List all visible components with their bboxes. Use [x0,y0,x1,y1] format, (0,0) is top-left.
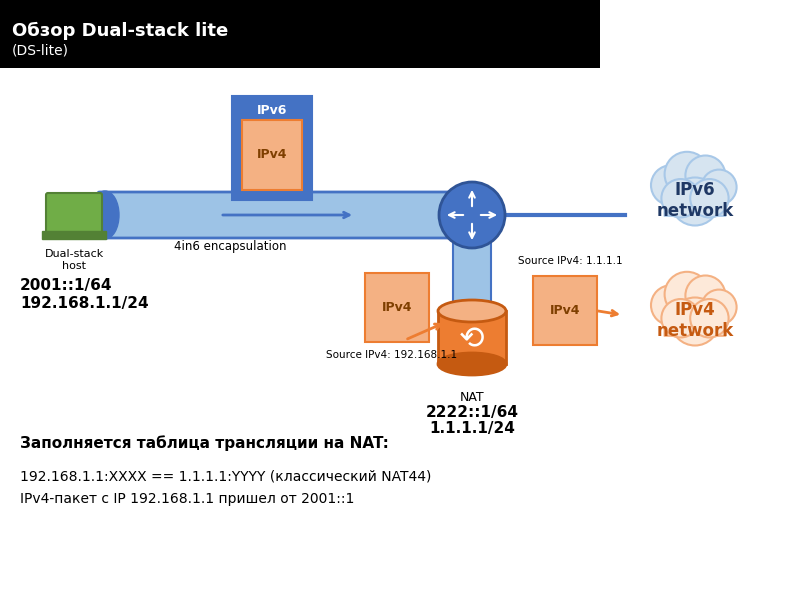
FancyBboxPatch shape [232,96,312,200]
FancyBboxPatch shape [665,308,726,336]
Text: IPv4: IPv4 [257,148,287,161]
Circle shape [651,165,691,205]
Text: 192.168.1.1:XXXX == 1.1.1.1:YYYY (классический NAT44): 192.168.1.1:XXXX == 1.1.1.1:YYYY (класси… [20,470,431,484]
Circle shape [690,179,729,217]
FancyBboxPatch shape [242,120,302,190]
Text: IPv6
network: IPv6 network [656,181,734,220]
Circle shape [686,275,726,316]
Text: IPv4
network: IPv4 network [656,301,734,340]
FancyBboxPatch shape [97,192,475,238]
Circle shape [702,290,737,325]
Bar [438,311,506,364]
Circle shape [439,182,505,248]
Text: 192.168.1.1/24: 192.168.1.1/24 [20,296,149,311]
Text: 2001::1/64: 2001::1/64 [20,278,113,293]
FancyBboxPatch shape [533,276,597,345]
FancyBboxPatch shape [665,188,726,216]
Circle shape [665,272,710,317]
Ellipse shape [438,353,506,375]
Text: Source IPv4: 1.1.1.1: Source IPv4: 1.1.1.1 [518,256,622,266]
Text: Dual-stack
host: Dual-stack host [44,249,104,271]
Circle shape [686,155,726,196]
Text: IPv4: IPv4 [382,301,412,314]
Text: 2222::1/64: 2222::1/64 [426,405,518,420]
Circle shape [651,285,691,325]
Bar [42,231,106,239]
Ellipse shape [438,300,506,322]
Bar [0,0,600,68]
Text: 4in6 encapsulation: 4in6 encapsulation [174,240,286,253]
Circle shape [702,170,737,205]
Text: NAT: NAT [460,391,484,404]
Text: 1.1.1.1/24: 1.1.1.1/24 [429,421,515,436]
Circle shape [690,299,729,337]
Text: IPv4-пакет с IP 192.168.1.1 пришел от 2001::1: IPv4-пакет с IP 192.168.1.1 пришел от 20… [20,492,354,506]
Circle shape [662,179,700,217]
FancyBboxPatch shape [46,193,102,233]
Text: Source IPv4: 192.168.1.1: Source IPv4: 192.168.1.1 [326,350,458,360]
Text: ⟲: ⟲ [459,325,485,354]
Text: (DS-lite): (DS-lite) [12,44,69,58]
Circle shape [665,152,710,197]
FancyBboxPatch shape [453,240,491,313]
Text: IPv6: IPv6 [257,103,287,116]
Circle shape [671,178,719,226]
Circle shape [671,298,719,346]
Text: IPv4: IPv4 [550,304,580,317]
FancyBboxPatch shape [365,273,429,342]
Text: Заполняется таблица трансляции на NAT:: Заполняется таблица трансляции на NAT: [20,435,389,451]
Text: Обзор Dual-stack lite: Обзор Dual-stack lite [12,22,228,40]
Circle shape [662,299,700,337]
Ellipse shape [91,191,119,239]
